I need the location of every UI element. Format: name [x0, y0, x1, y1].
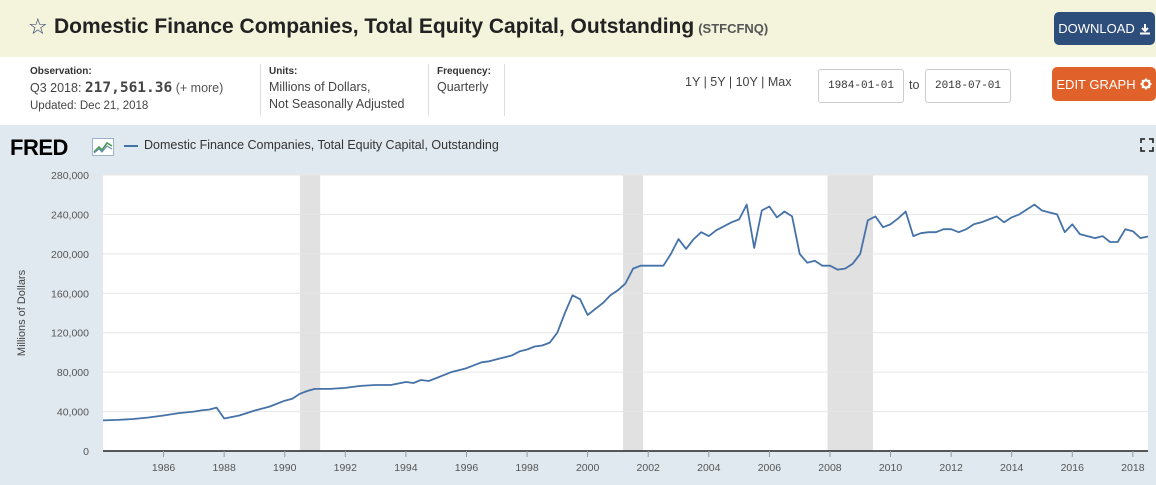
edit-graph-button[interactable]: EDIT GRAPH — [1052, 67, 1156, 101]
divider — [260, 64, 261, 116]
units-line-1: Millions of Dollars, — [269, 80, 371, 94]
x-tick-label: 1998 — [515, 462, 539, 474]
y-axis-label: Millions of Dollars — [16, 269, 28, 356]
separator: | — [761, 75, 765, 89]
x-tick-label: 1990 — [273, 462, 297, 474]
start-date-input[interactable]: 1984-01-01 — [818, 69, 904, 103]
observation-value: 217,561.36 — [84, 80, 173, 96]
range-10y-link[interactable]: 10Y — [735, 75, 758, 89]
title-bar: ☆ Domestic Finance Companies, Total Equi… — [0, 0, 1156, 57]
fullscreen-icon[interactable] — [1140, 138, 1154, 152]
y-tick-label: 240,000 — [51, 209, 89, 221]
star-icon[interactable]: ☆ — [28, 14, 48, 39]
to-label: to — [909, 78, 920, 92]
x-tick-label: 2018 — [1121, 462, 1145, 474]
fred-logo-icon — [92, 138, 114, 156]
y-tick-label: 120,000 — [51, 328, 89, 340]
frequency-value: Quarterly — [437, 80, 489, 94]
y-tick-label: 280,000 — [51, 170, 89, 182]
frequency-label: Frequency: — [437, 66, 491, 77]
range-1y-link[interactable]: 1Y — [685, 75, 701, 89]
y-tick-label: 80,000 — [57, 367, 89, 379]
gear-icon — [1140, 78, 1152, 90]
divider — [504, 64, 505, 116]
observation-more-link[interactable]: (+ more) — [175, 81, 224, 95]
range-5y-link[interactable]: 5Y — [710, 75, 726, 89]
download-icon — [1139, 23, 1150, 34]
y-tick-label: 200,000 — [51, 249, 89, 261]
y-tick-label: 0 — [83, 446, 89, 458]
legend-label: Domestic Finance Companies, Total Equity… — [144, 138, 499, 152]
x-tick-label: 2010 — [879, 462, 903, 474]
x-tick-label: 2008 — [818, 462, 842, 474]
x-tick-label: 2014 — [1000, 462, 1024, 474]
recession-band — [827, 175, 873, 451]
separator: | — [728, 75, 733, 89]
units-label: Units: — [269, 66, 298, 77]
observation-line: Q3 2018: 217,561.36 (+ more) — [30, 80, 223, 96]
fred-logo: FRED — [10, 135, 68, 160]
x-tick-label: 2004 — [697, 462, 721, 474]
units-line-2: Not Seasonally Adjusted — [269, 97, 405, 111]
end-date-input[interactable]: 2018-07-01 — [925, 69, 1011, 103]
recession-band — [299, 175, 321, 451]
updated-date: Updated: Dec 21, 2018 — [30, 100, 149, 112]
observation-period: Q3 2018: — [30, 81, 82, 95]
x-tick-label: 2012 — [939, 462, 963, 474]
range-links: 1Y | 5Y | 10Y | Max — [685, 75, 791, 89]
legend-swatch — [124, 145, 138, 147]
x-tick-label: 2016 — [1061, 462, 1085, 474]
x-tick-label: 1996 — [455, 462, 479, 474]
x-tick-label: 2002 — [637, 462, 661, 474]
series-id: (STFCFNQ) — [698, 21, 769, 36]
x-tick-label: 2006 — [758, 462, 782, 474]
series-title: Domestic Finance Companies, Total Equity… — [54, 15, 768, 39]
x-tick-label: 1986 — [152, 462, 176, 474]
edit-graph-label: EDIT GRAPH — [1056, 76, 1136, 92]
x-tick-label: 1988 — [212, 462, 236, 474]
download-button[interactable]: DOWNLOAD — [1054, 12, 1155, 45]
range-max-link[interactable]: Max — [767, 75, 792, 89]
separator: | — [703, 75, 707, 89]
series-title-text: Domestic Finance Companies, Total Equity… — [54, 15, 695, 38]
x-tick-label: 2000 — [576, 462, 600, 474]
divider — [428, 64, 429, 116]
download-label: DOWNLOAD — [1058, 21, 1135, 36]
x-tick-label: 1992 — [334, 462, 358, 474]
y-tick-label: 40,000 — [57, 407, 89, 419]
observation-label: Observation: — [30, 66, 92, 77]
series-line — [102, 203, 1149, 422]
y-tick-label: 160,000 — [51, 288, 89, 300]
x-tick-label: 1994 — [394, 462, 418, 474]
recession-band — [623, 175, 644, 451]
